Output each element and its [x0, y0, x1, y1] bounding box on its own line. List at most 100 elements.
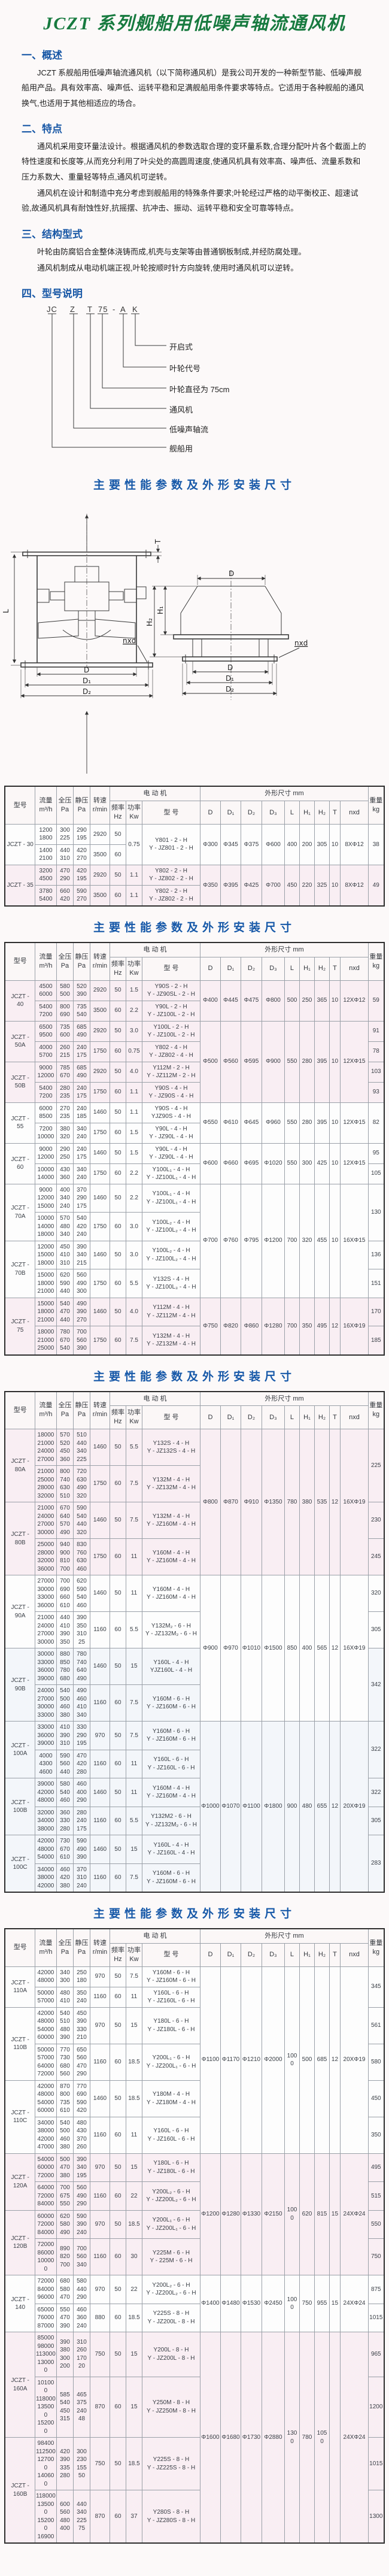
- table-cell: Φ760: [220, 1183, 241, 1298]
- table-cell: 34000 38000 42000: [34, 1863, 57, 1893]
- table-cell: 18000 21000 24000 27000: [34, 1429, 57, 1466]
- table-cell: Φ1210: [240, 1966, 262, 2154]
- table-cell: 16XΦ19: [339, 1575, 369, 1722]
- table-cell: JCZT -120A: [4, 2153, 35, 2211]
- table-cell: Φ695: [240, 1142, 262, 1184]
- table-cell: 3780 5400: [34, 884, 57, 907]
- header-cell: H₂: [314, 1942, 330, 1967]
- table-cell: 60: [109, 2238, 126, 2276]
- table-cell: 10000 14000: [34, 1163, 57, 1184]
- table-cell: 24000 27000 30000 33000: [34, 1684, 57, 1722]
- table-cell: 580 540 460: [56, 1778, 74, 1807]
- table-cell: 440 340 225 75: [72, 2490, 90, 2544]
- dim-label-l: L: [2, 609, 10, 613]
- table-cell: 4.0: [125, 1061, 142, 1083]
- table-cell: 39000 42000 48000: [34, 1778, 57, 1807]
- dim-label-d1: D₁: [83, 677, 91, 685]
- header-cell: H₂: [314, 1405, 330, 1430]
- paragraph: 通风机制成从电动机端正视,叶轮按顺时针方向旋转,使用时通风机可以逆转。: [37, 263, 299, 273]
- header-cell: 型号: [4, 1928, 35, 1967]
- table-cell: 580 440 290: [72, 2275, 90, 2304]
- table-cell: 136: [368, 1240, 385, 1269]
- table-cell: Φ960: [261, 1102, 285, 1144]
- table-cell: 450: [368, 2080, 385, 2117]
- table-cell: Φ2000: [261, 1966, 285, 2154]
- header-cell: 功率 Kw: [125, 801, 142, 825]
- table-cell: 560 490 290: [72, 2181, 90, 2211]
- table-cell: Φ1400: [199, 2275, 221, 2333]
- table-cell: 350: [368, 2116, 385, 2154]
- table-cell: 33000 36000 39000: [34, 1721, 57, 1750]
- table-cell: JCZT -140: [4, 2275, 35, 2333]
- table-cell: 60: [109, 1863, 126, 1893]
- paragraph: 通风机采用变环量法设计。根据通风机的参数选取合理的变环量系数,合理分配叶片各个截…: [22, 142, 366, 181]
- table-cell: 770 730 680 560: [56, 2043, 74, 2081]
- header-cell: H₂: [314, 801, 330, 825]
- table-cell: 25000 28000 32000 36000: [34, 1538, 57, 1576]
- table-cell: 15000 18000 21000: [34, 1269, 57, 1298]
- table-cell: 340 300: [56, 1966, 74, 1987]
- table-cell: 460 420 380: [56, 1863, 74, 1893]
- table-cell: 320: [368, 1575, 385, 1613]
- table-cell: 27000 30000 33000 36000: [34, 1575, 57, 1613]
- table-cell: 10: [329, 864, 341, 907]
- table-cell: 1750: [89, 1538, 110, 1576]
- table-cell: 11: [125, 1575, 142, 1613]
- table-cell: Φ1800: [261, 1721, 285, 1893]
- table-cell: 24XΦ24: [339, 2153, 369, 2276]
- header-cell: 重量 kg: [368, 1390, 385, 1430]
- table-cell: 400: [299, 1575, 315, 1722]
- table-cell: 11: [125, 1986, 142, 2008]
- table-cell: 280: [299, 1102, 315, 1144]
- table-cell: 50: [109, 1966, 126, 1987]
- table-cell: 680 580 470: [56, 2275, 74, 2304]
- table-cell: 550 470 390: [56, 2303, 74, 2333]
- header-cell: 电 动 机: [109, 1928, 200, 1944]
- table-cell: 590 270: [72, 884, 90, 907]
- table-cell: 60: [109, 1986, 126, 2008]
- table-cell: 780 740 640 490: [72, 1648, 90, 1686]
- table-cell: 240 175: [72, 1142, 90, 1164]
- table-cell: 1160: [89, 2043, 110, 2081]
- table-header-row: 型号 流量 m³/h 全压 Pa 静压 Pa 转速 r/min 电 动 机外形尺寸 mm 重量 kg: [4, 1928, 385, 1967]
- table-cell: 50: [109, 2080, 126, 2117]
- table-cell: 1750: [89, 1041, 110, 1062]
- table-cell: 560 490 300: [72, 1269, 90, 1298]
- table-cell: 650 560 470 290: [72, 2043, 90, 2081]
- table-cell: 60: [109, 1684, 126, 1722]
- table-cell: 60: [109, 2043, 126, 2081]
- header-cell: 静压 Pa: [72, 786, 90, 825]
- table-row: JCZT -70B 12000 15000 18000 450 410 310 390 340 2…: [4, 1240, 385, 1298]
- table-cell: 325: [314, 864, 330, 907]
- table-cell: 38: [368, 823, 385, 865]
- table-row: 7200 10000 380 320 340 240 1750 60 1.5 Y90L - 4 -…: [5, 1122, 384, 1144]
- table-cell: 515: [368, 2181, 385, 2211]
- header-cell: D₃: [261, 1405, 285, 1430]
- table-cell: 1160: [89, 1806, 110, 1836]
- table-cell: 390 340 215: [72, 1240, 90, 1269]
- table-cell: 12: [329, 1721, 341, 1893]
- table-cell: 800 740 630 510: [56, 1465, 74, 1503]
- table-cell: 1000: [284, 2275, 300, 2333]
- table-cell: 500: [284, 980, 300, 1022]
- table-cell: 720 630 490 320: [72, 1465, 90, 1503]
- table-cell: 24XΦ24: [339, 2332, 369, 2544]
- table-cell: 151: [368, 1269, 385, 1298]
- table-cell: 50: [109, 2007, 126, 2044]
- table-cell: 395: [314, 1020, 330, 1103]
- table-cell: 5.5: [125, 1806, 142, 1836]
- table-cell: 2920: [89, 980, 110, 1001]
- section-heading: 二、特点: [22, 123, 62, 135]
- table-cell: 42000 48000 54000 60000: [34, 2007, 57, 2044]
- table-cell: 50: [109, 1721, 126, 1750]
